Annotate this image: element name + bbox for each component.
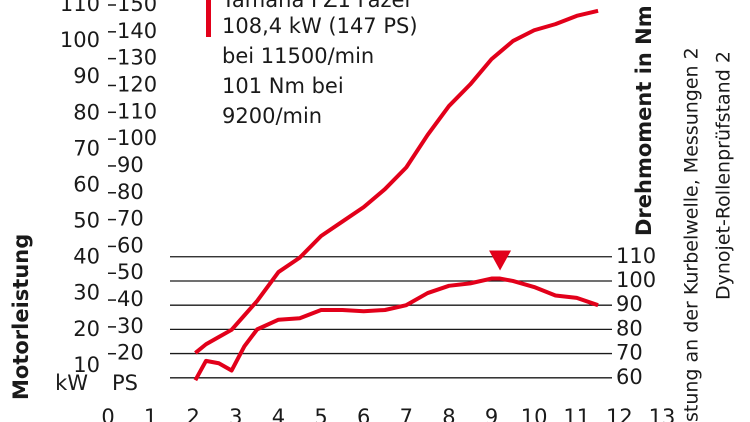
peak-marker <box>489 250 512 271</box>
annotation: 108,4 kW (147 PS) <box>222 14 418 38</box>
y3-tick-label: 30 <box>117 314 144 338</box>
annotation: 101 Nm bei <box>222 74 344 98</box>
y-tick-label: 40 <box>73 245 100 269</box>
side-note: stung an der Kurbelwelle, Messungen 2 <box>681 47 703 422</box>
x-tick-label: 12 <box>606 405 633 422</box>
y-tick-label: 80 <box>73 100 100 124</box>
y-tick-label: 10 <box>73 353 100 377</box>
y3-tick-label: 70 <box>117 207 144 231</box>
y3-tick-label: 80 <box>117 180 144 204</box>
x-tick-label: 11 <box>563 405 590 422</box>
y3-tick-label: 90 <box>117 153 144 177</box>
x-tick-label: 7 <box>400 405 413 422</box>
y3-unit: PS <box>112 371 138 395</box>
y2-axis-label: Drehmoment in Nm <box>632 5 656 236</box>
x-tick-label: 13 <box>649 405 676 422</box>
y2-tick-label: 90 <box>616 292 643 316</box>
y-tick-label: 70 <box>73 136 100 160</box>
x-tick-label: 8 <box>442 405 455 422</box>
y3-tick-label: 120 <box>117 72 157 96</box>
y3-tick-label: 150 <box>117 0 157 16</box>
annotation: 9200/min <box>222 104 322 128</box>
y-tick-label: 30 <box>73 281 100 305</box>
y-tick-label: 20 <box>73 317 100 341</box>
y-unit: kW <box>55 371 88 395</box>
y-tick-label: 100 <box>60 28 100 52</box>
x-tick-label: 1 <box>144 405 157 422</box>
y-axis-label: Motorleistung <box>9 234 33 400</box>
y-tick-label: 110 <box>60 0 100 16</box>
y-tick-label: 60 <box>73 172 100 196</box>
x-tick-label: 2 <box>187 405 200 422</box>
y3-tick-label: 50 <box>117 260 144 284</box>
y2-tick-label: 80 <box>616 316 643 340</box>
y3-tick-label: 60 <box>117 233 144 257</box>
x-tick-label: 6 <box>357 405 370 422</box>
y2-tick-label: 70 <box>616 341 643 365</box>
y-tick-label: 90 <box>73 64 100 88</box>
y3-tick-label: 130 <box>117 46 157 70</box>
y-tick-label: 50 <box>73 209 100 233</box>
annotation: bei 11500/min <box>222 44 374 68</box>
x-tick-label: 10 <box>521 405 548 422</box>
legend-title: Yamaha FZ1 Fazer <box>221 0 413 12</box>
y3-tick-label: 40 <box>117 287 144 311</box>
y2-tick-label: 100 <box>616 268 656 292</box>
y2-tick-label: 110 <box>616 244 656 268</box>
x-tick-label: 5 <box>314 405 327 422</box>
side-note: Dynojet-Rollenprüfstand 2 <box>713 51 735 300</box>
y3-tick-label: 140 <box>117 19 157 43</box>
y3-tick-label: 100 <box>117 126 157 150</box>
x-tick-label: 4 <box>272 405 285 422</box>
x-tick-label: 0 <box>101 405 114 422</box>
x-tick-label: 3 <box>229 405 242 422</box>
y3-tick-label: 20 <box>117 341 144 365</box>
series-line <box>193 276 599 382</box>
series-line <box>194 8 599 355</box>
y3-tick-label: 110 <box>117 99 157 123</box>
legend-swatch <box>206 0 211 37</box>
y2-tick-label: 60 <box>616 365 643 389</box>
x-tick-label: 9 <box>485 405 498 422</box>
